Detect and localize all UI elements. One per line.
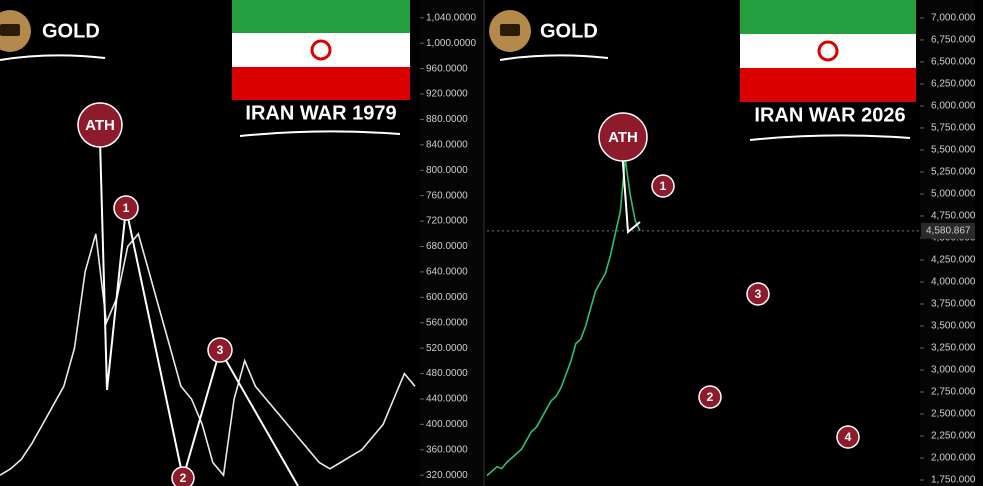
y-tick-label: 3,000.000 (931, 365, 976, 376)
price-line (0, 232, 416, 478)
gold-logo (489, 10, 531, 52)
subtitle: IRAN WAR 2026 (754, 104, 905, 126)
y-tick-label: 360.0000 (426, 444, 468, 455)
y-tick-label: 320.0000 (426, 470, 468, 481)
y-tick-label: 5,250.000 (931, 167, 976, 178)
underline (239, 130, 401, 137)
y-tick-label: 2,750.000 (931, 387, 976, 398)
iran-flag (740, 0, 916, 102)
annotation-label: 3 (217, 343, 224, 357)
y-tick-label: 880.0000 (426, 114, 468, 125)
y-tick-label: 920.0000 (426, 89, 468, 100)
annotation-marker (651, 174, 675, 198)
y-tick-label: 680.0000 (426, 241, 468, 252)
annotation-label: 1 (660, 179, 667, 193)
y-tick-label: 1,040.0000 (426, 12, 476, 23)
annotation-label: 1 (123, 201, 130, 215)
y-tick-label: 720.0000 (426, 216, 468, 227)
y-tick-label: 7,000.000 (931, 13, 976, 24)
annotation-marker (113, 195, 139, 221)
y-tick-label: 6,500.000 (931, 57, 976, 68)
y-tick-label: 1,750.000 (931, 475, 976, 486)
y-tick-label: 440.0000 (426, 394, 468, 405)
annotation-label: 4 (845, 430, 852, 444)
y-tick-label: 3,750.000 (931, 299, 976, 310)
guide-line (621, 149, 641, 235)
y-tick-label: 2,000.000 (931, 453, 976, 464)
y-tick-label: 960.0000 (426, 63, 468, 74)
left-axis-panel (420, 0, 484, 486)
y-tick-label: 5,750.000 (931, 123, 976, 134)
y-tick-label: 6,250.000 (931, 79, 976, 90)
underline (499, 54, 609, 61)
annotation-marker (207, 337, 233, 363)
y-tick-label: 6,750.000 (931, 35, 976, 46)
y-tick-label: 400.0000 (426, 419, 468, 430)
annotation-label: ATH (608, 129, 638, 146)
right-axis-panel (920, 0, 975, 486)
y-tick-label: 3,250.000 (931, 343, 976, 354)
y-tick-label: 3,500.000 (931, 321, 976, 332)
y-tick-label: 2,500.000 (931, 409, 976, 420)
title: GOLD (540, 20, 598, 42)
iran-flag (232, 0, 410, 100)
annotation-marker (698, 385, 722, 409)
y-tick-label: 5,500.000 (931, 145, 976, 156)
price-line (486, 158, 641, 477)
y-tick-label: 560.0000 (426, 317, 468, 328)
y-tick-label: 520.0000 (426, 343, 468, 354)
annotation-marker (77, 102, 123, 148)
y-tick-label: 4,250.000 (931, 255, 976, 266)
y-tick-label: 6,000.000 (931, 101, 976, 112)
y-tick-label: 4,750.000 (931, 211, 976, 222)
underline (749, 134, 911, 141)
y-tick-label: 1,000.0000 (426, 38, 476, 49)
y-tick-label: 4,000.000 (931, 277, 976, 288)
subtitle: IRAN WAR 1979 (245, 102, 396, 124)
annotation-label: 2 (180, 471, 187, 485)
guide-line (99, 139, 299, 486)
y-tick-label: 760.0000 (426, 190, 468, 201)
annotation-marker (746, 282, 770, 306)
y-tick-label: 2,250.000 (931, 431, 976, 442)
y-tick-label: 600.0000 (426, 292, 468, 303)
last-price-label: 4,580.867 (926, 226, 971, 237)
gold-logo (0, 10, 31, 52)
annotation-label: ATH (85, 117, 115, 134)
last-price-box (921, 222, 975, 239)
annotation-marker (836, 425, 860, 449)
y-tick-label: 840.0000 (426, 139, 468, 150)
title: GOLD (42, 20, 100, 42)
underline (0, 54, 106, 61)
annotation-label: 3 (755, 287, 762, 301)
y-tick-label: 640.0000 (426, 267, 468, 278)
y-tick-label: 480.0000 (426, 368, 468, 379)
y-tick-label: 5,000.000 (931, 189, 976, 200)
annotation-marker (171, 466, 195, 486)
annotation-label: 2 (707, 390, 714, 404)
y-tick-label: 800.0000 (426, 165, 468, 176)
annotation-marker (598, 112, 648, 162)
